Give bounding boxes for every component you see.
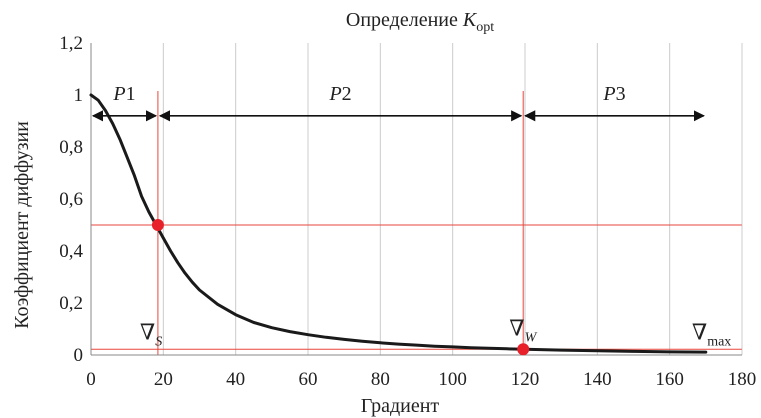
- x-tick-label: 140: [583, 369, 612, 390]
- x-tick-label: 80: [371, 369, 390, 390]
- data-point: [517, 343, 530, 356]
- x-axis-label: Градиент: [361, 395, 440, 417]
- x-tick-label: 40: [226, 369, 245, 390]
- x-tick-label: 20: [154, 369, 173, 390]
- guide-lines: [91, 91, 742, 355]
- chart-title: Определение Kopt: [346, 9, 494, 35]
- y-tick-label: 1: [74, 85, 84, 106]
- y-tick-label: 0: [74, 345, 84, 366]
- tick-labels: 0 20 40 60 80 100 120 140 160 180 0 0,2 0,4 0,6 0,8 1 1,…: [59, 33, 756, 390]
- y-tick-label: 0,4: [59, 241, 83, 262]
- region-label: P1: [112, 83, 135, 105]
- regions: P1 P2 P3: [91, 83, 705, 122]
- x-tick-label: 180: [728, 369, 757, 390]
- data-point: [151, 219, 164, 231]
- grid: [162, 43, 743, 355]
- x-tick-label: 100: [438, 369, 467, 390]
- x-tick-label: 120: [511, 369, 540, 390]
- y-tick-label: 0,6: [59, 189, 83, 210]
- gradient-marker: ∇W: [509, 316, 537, 346]
- y-axis-label: Коэффициент диффузии: [11, 121, 33, 329]
- region-label: P3: [602, 83, 625, 105]
- y-tick-label: 0,2: [59, 293, 83, 314]
- axes: [90, 43, 742, 356]
- y-tick-label: 0,8: [59, 137, 83, 158]
- y-tick-label: 1,2: [59, 33, 83, 54]
- gradient-marker: ∇max: [692, 319, 731, 349]
- x-tick-label: 0: [86, 369, 96, 390]
- curve: [89, 93, 708, 354]
- points: [151, 219, 530, 356]
- gradient-marker: ∇S: [140, 319, 162, 349]
- gradient-markers: ∇S ∇W ∇max: [140, 316, 731, 350]
- region-label: P2: [328, 83, 351, 105]
- x-tick-label: 60: [299, 369, 318, 390]
- diffusion-curve: [89, 93, 708, 354]
- x-tick-label: 160: [655, 369, 684, 390]
